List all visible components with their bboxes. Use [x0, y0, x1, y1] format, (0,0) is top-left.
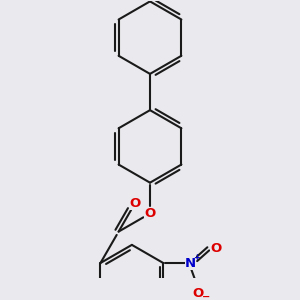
- Text: O: O: [192, 287, 203, 300]
- Text: +: +: [194, 253, 200, 262]
- Text: O: O: [144, 207, 156, 220]
- Text: O: O: [210, 242, 221, 255]
- Text: N: N: [185, 256, 196, 269]
- Text: O: O: [129, 197, 140, 210]
- Text: −: −: [202, 292, 210, 300]
